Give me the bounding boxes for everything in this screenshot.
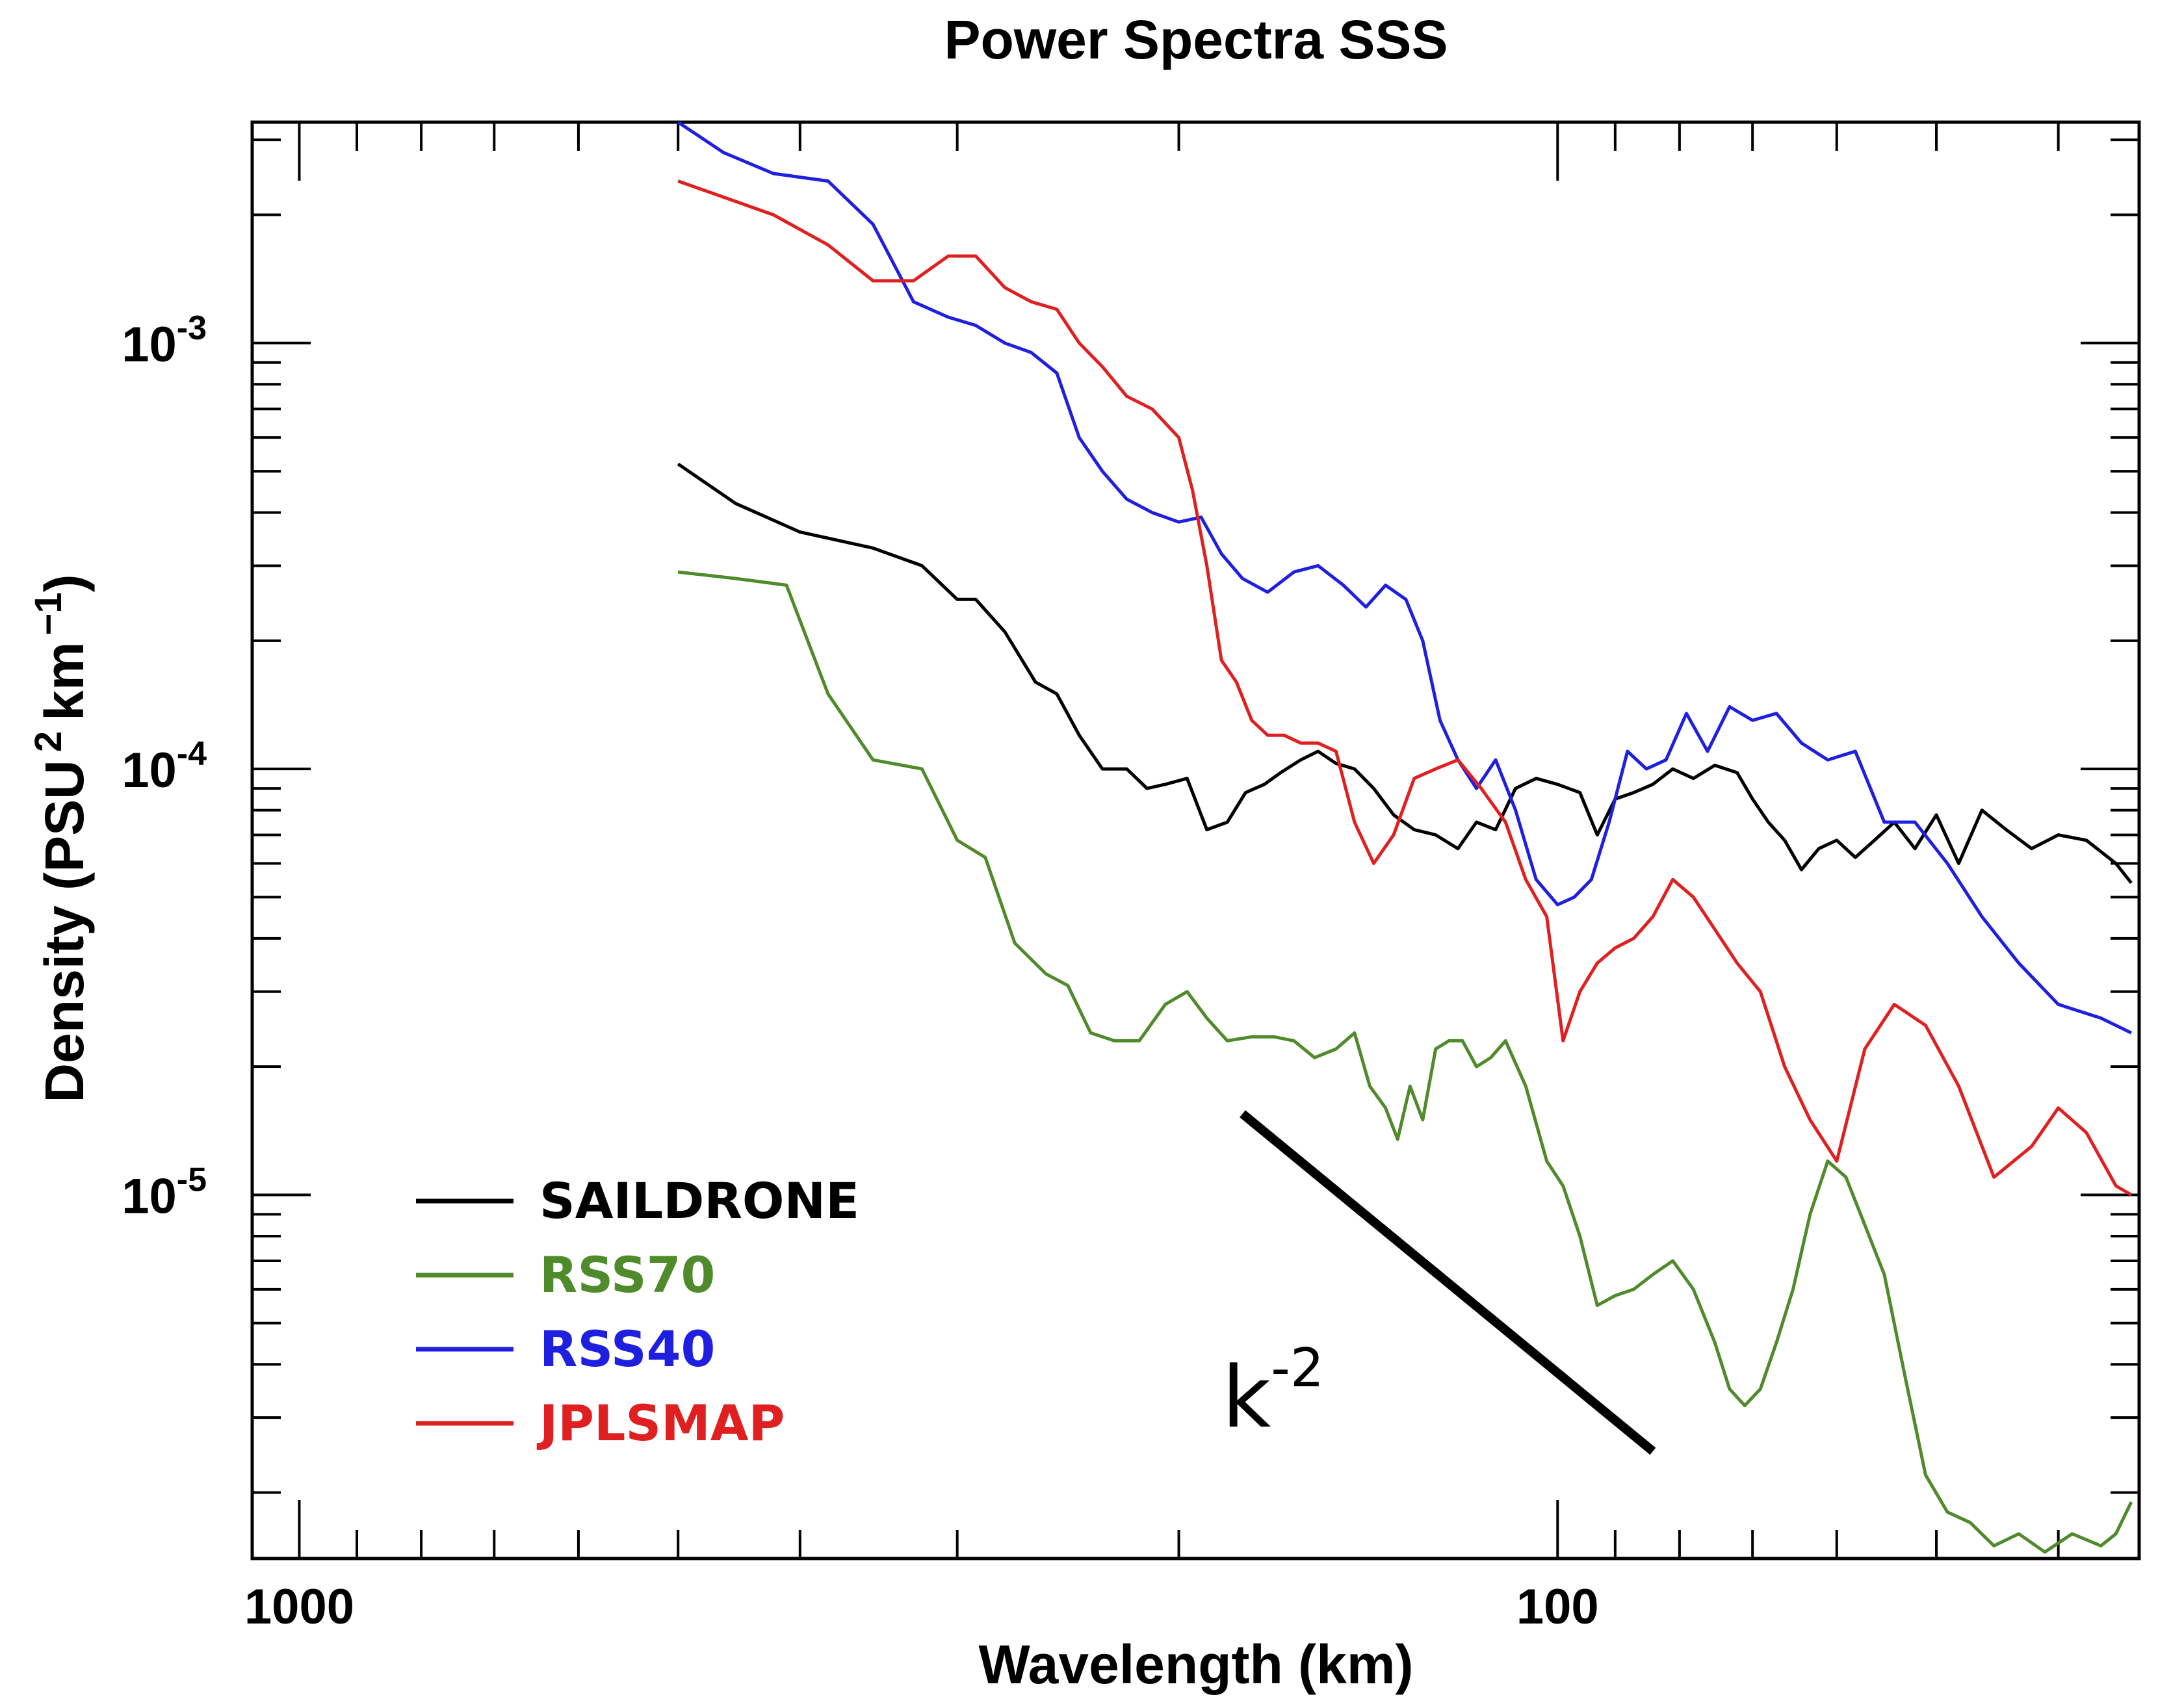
y-axis-label-km: km: [34, 641, 95, 720]
x-tick-label: 100: [1516, 1579, 1599, 1635]
y-tick-label: 10-5: [122, 1161, 207, 1224]
series-group: [677, 122, 2133, 1554]
x-axis-label: Wavelength (km): [979, 1634, 1414, 1695]
y-tick-label: 10-3: [122, 309, 207, 372]
y-tick-exponent: -5: [177, 1161, 207, 1198]
y-tick-labels: 10-510-410-3: [122, 309, 207, 1224]
x-tick-label: 1000: [244, 1579, 354, 1635]
y-axis-label: Density (PSU 2 km −1): [27, 574, 95, 1102]
k-minus2-label: k-2: [1222, 1338, 1324, 1447]
k-minus2-label-base: k: [1222, 1348, 1271, 1447]
legend-label-jplsmap: JPLSMAP: [536, 1394, 785, 1452]
series-line-rss70: [677, 570, 2133, 1554]
x-tick-labels: 1000 100: [244, 1579, 1599, 1635]
series-line-saildrone: [677, 462, 2133, 885]
y-tick-exponent: -4: [177, 735, 207, 773]
series-line-jplsmap: [677, 179, 2133, 1197]
legend-label-rss40: RSS40: [540, 1320, 715, 1378]
y-axis-label-sup-minus1: −1: [27, 592, 70, 635]
axis-ticks: [252, 122, 2139, 1559]
y-tick-base: 10: [122, 1169, 177, 1224]
legend: SAILDRONE RSS70 RSS40 JPLSMAP: [416, 1172, 859, 1452]
legend-label-saildrone: SAILDRONE: [540, 1172, 859, 1230]
y-tick-base: 10: [122, 317, 177, 372]
y-axis-label-close: ): [34, 574, 95, 592]
y-tick-base: 10: [122, 743, 177, 798]
series-line-rss40: [677, 122, 2132, 1035]
y-axis-label-sup-2: 2: [27, 731, 70, 752]
k-minus2-reference-line: [1240, 1110, 1656, 1455]
k-minus2-label-exp: -2: [1271, 1338, 1324, 1399]
plot-frame: [250, 120, 2141, 1560]
y-axis-label-main: Density (PSU: [34, 760, 95, 1102]
chart-title: Power Spectra SSS: [944, 9, 1448, 70]
y-tick-exponent: -3: [177, 309, 207, 347]
legend-label-rss70: RSS70: [540, 1246, 715, 1304]
y-tick-label: 10-4: [122, 735, 207, 798]
